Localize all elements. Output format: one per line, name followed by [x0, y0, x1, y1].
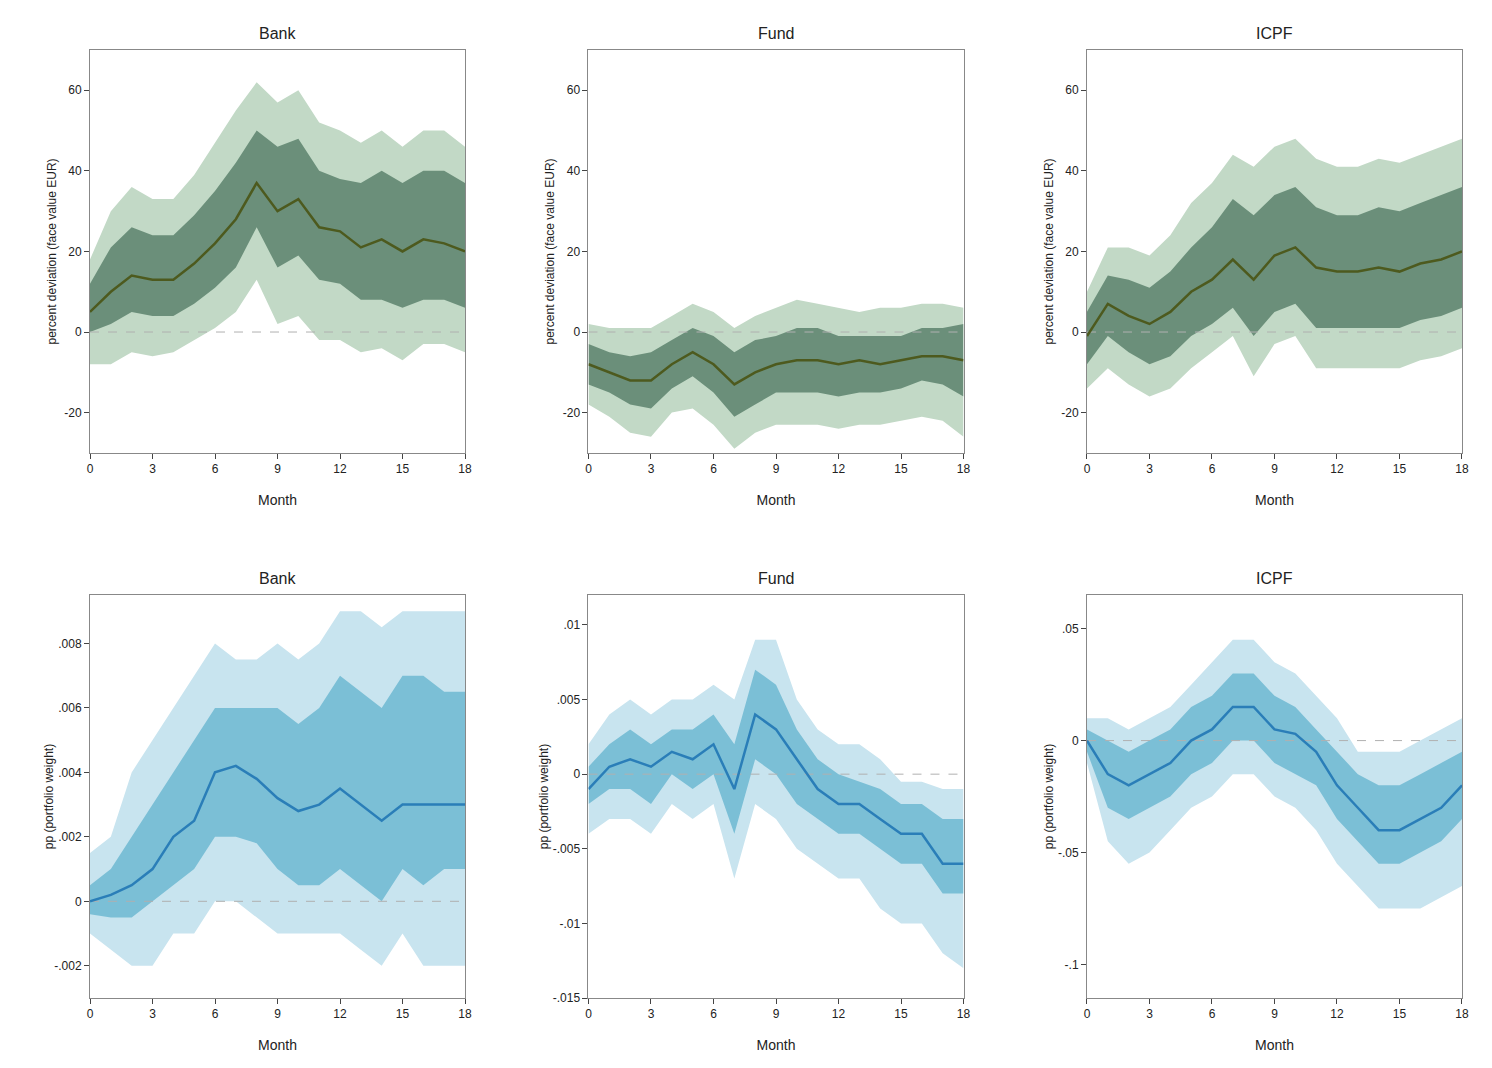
svg-text:12: 12	[832, 462, 846, 476]
svg-text:-20: -20	[1061, 406, 1079, 420]
svg-text:percent deviation (face value: percent deviation (face value EUR)	[543, 158, 557, 344]
svg-text:Fund: Fund	[758, 570, 794, 587]
svg-text:20: 20	[567, 245, 581, 259]
svg-text:percent deviation (face value: percent deviation (face value EUR)	[45, 158, 59, 344]
svg-text:0: 0	[585, 462, 592, 476]
svg-text:-.015: -.015	[553, 991, 581, 1005]
svg-text:Month: Month	[1255, 1037, 1294, 1053]
svg-text:.01: .01	[563, 618, 580, 632]
svg-text:20: 20	[68, 245, 82, 259]
svg-text:9: 9	[1271, 1007, 1278, 1021]
svg-text:3: 3	[149, 1007, 156, 1021]
svg-text:pp (portfolio weight): pp (portfolio weight)	[1042, 744, 1056, 849]
svg-text:3: 3	[648, 1007, 655, 1021]
svg-text:Bank: Bank	[259, 570, 296, 587]
svg-text:ICPF: ICPF	[1256, 570, 1293, 587]
svg-text:Month: Month	[258, 1037, 297, 1053]
svg-text:3: 3	[149, 462, 156, 476]
svg-text:0: 0	[75, 325, 82, 339]
svg-text:-20: -20	[64, 406, 82, 420]
svg-text:18: 18	[1455, 462, 1469, 476]
svg-text:60: 60	[567, 83, 581, 97]
svg-text:Month: Month	[757, 1037, 796, 1053]
svg-text:3: 3	[648, 462, 655, 476]
svg-text:pp (portfolio weight): pp (portfolio weight)	[537, 744, 551, 849]
svg-text:15: 15	[894, 1007, 908, 1021]
svg-text:.002: .002	[58, 830, 82, 844]
svg-text:0: 0	[87, 1007, 94, 1021]
svg-text:12: 12	[1330, 462, 1344, 476]
svg-text:3: 3	[1146, 462, 1153, 476]
svg-text:.005: .005	[557, 693, 581, 707]
svg-text:.004: .004	[58, 766, 82, 780]
svg-text:18: 18	[458, 462, 472, 476]
svg-text:0: 0	[1072, 325, 1079, 339]
svg-text:12: 12	[333, 462, 347, 476]
svg-text:9: 9	[1271, 462, 1278, 476]
svg-text:6: 6	[710, 462, 717, 476]
svg-text:18: 18	[957, 462, 971, 476]
svg-text:pp (portfolio weight): pp (portfolio weight)	[42, 744, 56, 849]
svg-text:9: 9	[773, 462, 780, 476]
svg-text:6: 6	[710, 1007, 717, 1021]
svg-text:-.01: -.01	[559, 917, 580, 931]
svg-text:20: 20	[1065, 245, 1079, 259]
svg-text:18: 18	[957, 1007, 971, 1021]
svg-text:Month: Month	[258, 492, 297, 508]
svg-text:6: 6	[212, 462, 219, 476]
svg-text:0: 0	[1084, 1007, 1091, 1021]
svg-text:0: 0	[573, 325, 580, 339]
svg-text:Month: Month	[1255, 492, 1294, 508]
svg-text:18: 18	[1455, 1007, 1469, 1021]
svg-text:-.002: -.002	[54, 959, 82, 973]
svg-text:0: 0	[585, 1007, 592, 1021]
svg-text:.006: .006	[58, 701, 82, 715]
svg-text:-.005: -.005	[553, 842, 581, 856]
svg-text:0: 0	[573, 767, 580, 781]
svg-text:15: 15	[894, 462, 908, 476]
svg-text:0: 0	[1084, 462, 1091, 476]
svg-text:ICPF: ICPF	[1256, 25, 1293, 42]
svg-text:9: 9	[274, 1007, 281, 1021]
svg-text:Bank: Bank	[259, 25, 296, 42]
svg-text:9: 9	[274, 462, 281, 476]
svg-text:12: 12	[1330, 1007, 1344, 1021]
svg-text:-.05: -.05	[1058, 846, 1079, 860]
svg-text:percent deviation (face value: percent deviation (face value EUR)	[1042, 158, 1056, 344]
svg-text:18: 18	[458, 1007, 472, 1021]
svg-text:40: 40	[567, 164, 581, 178]
svg-text:12: 12	[333, 1007, 347, 1021]
svg-text:40: 40	[1065, 164, 1079, 178]
svg-text:6: 6	[1209, 1007, 1216, 1021]
svg-text:9: 9	[773, 1007, 780, 1021]
svg-text:Fund: Fund	[758, 25, 794, 42]
svg-text:40: 40	[68, 164, 82, 178]
svg-text:-20: -20	[563, 406, 581, 420]
svg-text:6: 6	[1209, 462, 1216, 476]
svg-text:15: 15	[396, 1007, 410, 1021]
svg-text:Month: Month	[757, 492, 796, 508]
svg-text:0: 0	[87, 462, 94, 476]
svg-text:15: 15	[396, 462, 410, 476]
svg-text:6: 6	[212, 1007, 219, 1021]
svg-text:60: 60	[1065, 83, 1079, 97]
svg-text:12: 12	[832, 1007, 846, 1021]
svg-text:.008: .008	[58, 637, 82, 651]
svg-text:15: 15	[1393, 462, 1407, 476]
svg-text:-.1: -.1	[1065, 958, 1079, 972]
svg-text:0: 0	[75, 895, 82, 909]
svg-text:3: 3	[1146, 1007, 1153, 1021]
svg-text:0: 0	[1072, 734, 1079, 748]
svg-text:60: 60	[68, 83, 82, 97]
svg-text:15: 15	[1393, 1007, 1407, 1021]
svg-text:.05: .05	[1062, 622, 1079, 636]
